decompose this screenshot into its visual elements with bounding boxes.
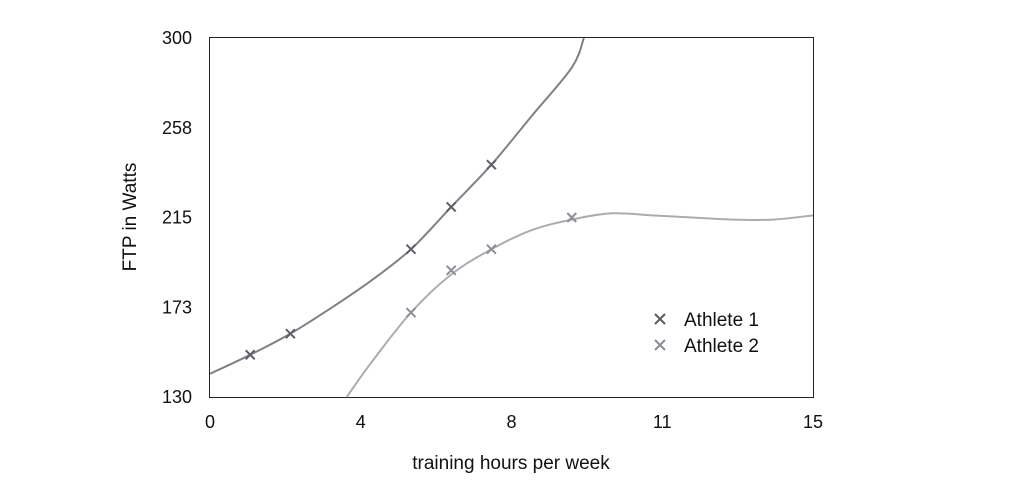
data-point-series-1-4 <box>445 201 457 213</box>
data-point-series-2-4 <box>566 212 578 223</box>
x-axis-ticks: 0 4 8 11 15 <box>205 412 823 432</box>
legend-label: Athlete 2 <box>684 336 759 357</box>
y-axis-label: FTP in Watts <box>120 163 141 272</box>
y-tick-label: 173 <box>162 297 192 317</box>
y-axis-ticks: 130 173 215 258 300 <box>162 28 192 407</box>
data-point-series-2-2 <box>445 265 457 276</box>
legend-label: Athlete 1 <box>684 310 759 331</box>
data-point-series-2-3 <box>486 243 497 255</box>
data-point-series-1-3 <box>405 243 417 255</box>
x-tick-label: 15 <box>803 412 823 432</box>
legend-item-series-1: Athlete 1 <box>654 310 759 331</box>
legend-marker <box>654 313 666 325</box>
fit-curve-series-1 <box>209 37 585 375</box>
data-point-series-1-1 <box>244 349 256 360</box>
legend-marker <box>654 339 666 351</box>
legend: Athlete 1 Athlete 2 <box>654 310 759 357</box>
data-point-series-1-2 <box>285 328 296 339</box>
x-tick-label: 4 <box>356 412 366 432</box>
data-points <box>244 159 578 360</box>
x-tick-label: 11 <box>653 412 672 432</box>
fit-curve-series-2 <box>345 212 814 398</box>
x-tick-label: 0 <box>205 412 215 432</box>
y-tick-label: 215 <box>162 208 192 228</box>
plot-area-frame <box>209 37 814 398</box>
data-point-series-2-1 <box>405 307 417 318</box>
x-axis-label: training hours per week <box>412 453 610 474</box>
data-point-series-1-5 <box>486 159 497 170</box>
y-tick-label: 130 <box>162 387 192 407</box>
y-tick-label: 300 <box>162 28 192 48</box>
y-tick-label: 258 <box>162 118 192 138</box>
legend-item-series-2: Athlete 2 <box>654 336 759 357</box>
x-tick-label: 8 <box>506 412 516 432</box>
